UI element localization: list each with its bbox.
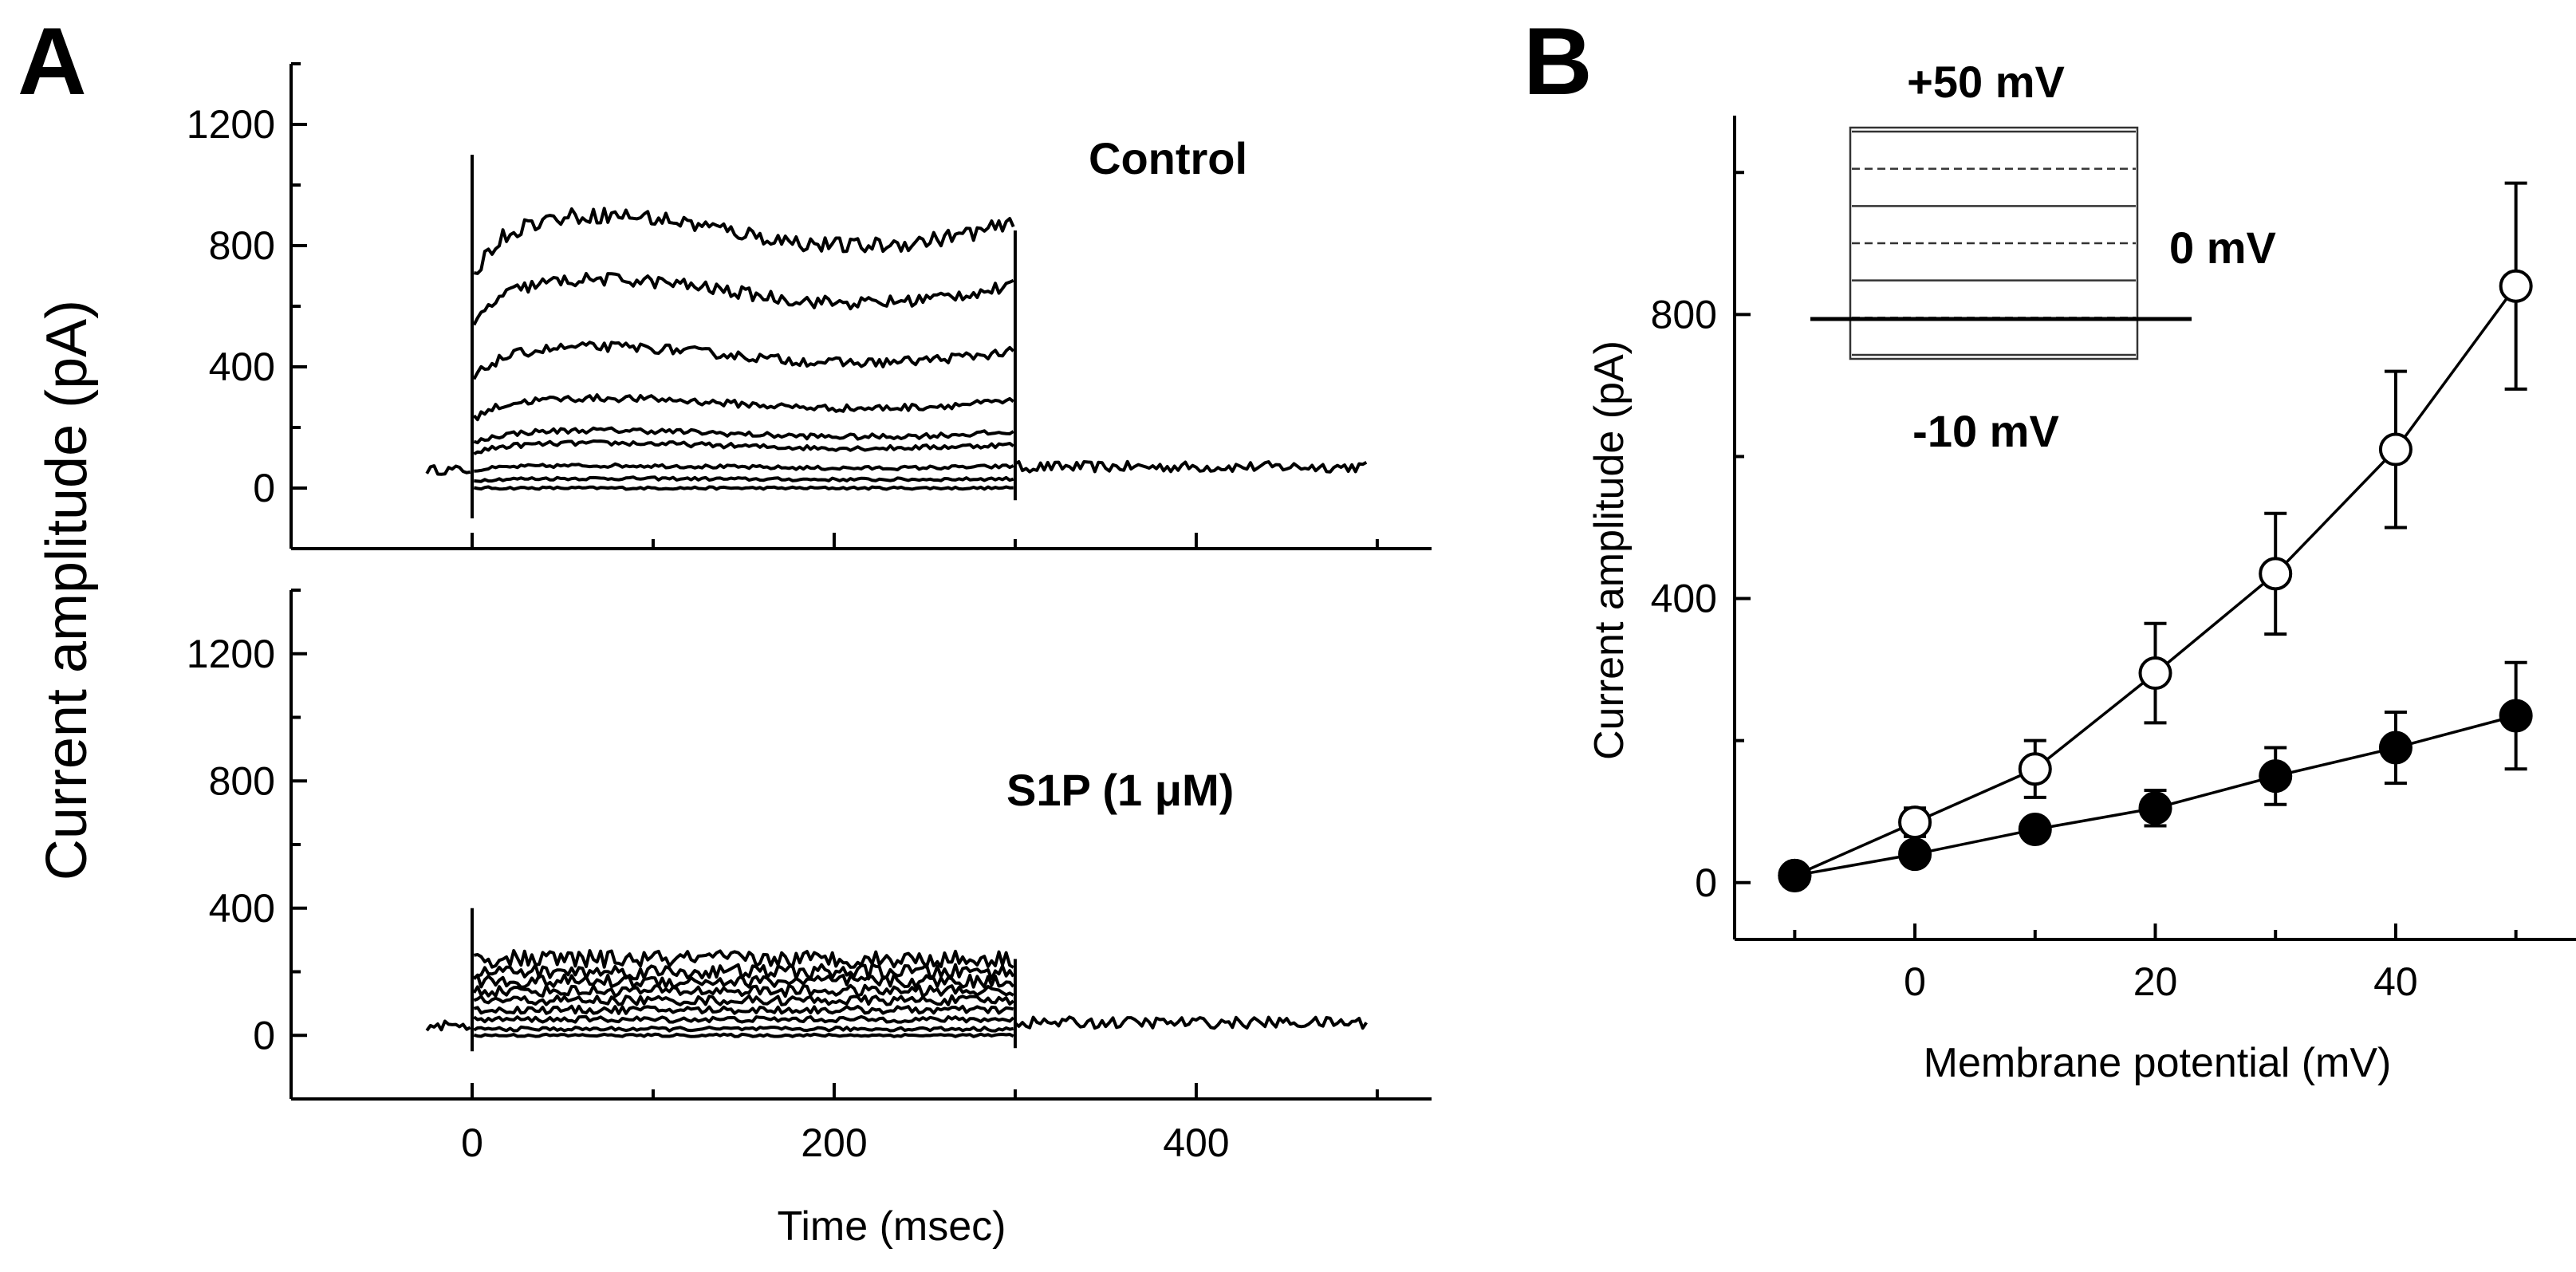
panel-a-x-tick-label: 0 (461, 1120, 483, 1165)
control-current-trace (474, 475, 1014, 483)
control-baseline-trace (425, 464, 471, 476)
panel-b-y-axis-title: Current amplitude (pA) (1586, 341, 1633, 760)
panel-a-s1p-label: S1P (1 μM) (1006, 765, 1234, 815)
control-current-trace (473, 207, 1015, 275)
panel-b-letter: B (1523, 8, 1593, 115)
control-current-trace (473, 426, 1014, 445)
s1p-data-point (2499, 699, 2533, 733)
s1p-y-tick-label: 0 (253, 1013, 275, 1057)
s1p-current-trace (473, 994, 1014, 1006)
inset-right-label: 0 mV (2169, 223, 2276, 273)
s1p-data-point (2138, 791, 2172, 825)
s1p-data-point (1898, 837, 1932, 872)
s1p-data-point (2378, 731, 2413, 765)
panel-a-s1p-plot: 0 400 800 1200 0 200 400 S1P (1 μM) (187, 589, 1432, 1165)
panel-a-control-label: Control (1089, 133, 1247, 183)
s1p-y-tick-label: 400 (209, 886, 275, 931)
s1p-current-trace (473, 963, 1015, 981)
panel-b-iv-plot: 0 400 800 0 20 40 (1651, 116, 2576, 1004)
voltage-protocol-inset: +50 mV 0 mV -10 mV (1810, 57, 2276, 456)
control-current-trace (473, 439, 1014, 455)
s1p-tail-trace (1014, 1015, 1368, 1030)
control-y-tick-label: 0 (253, 466, 275, 510)
panel-b-x-tick-label: 40 (2373, 959, 2418, 1004)
panel-a-y-axis-title: Current amplitude (pA) (35, 300, 99, 880)
s1p-y-tick-label: 1200 (187, 632, 275, 676)
panel-b-x-axis-title: Membrane potential (mV) (1924, 1040, 2392, 1086)
control-data-point (2138, 656, 2172, 691)
panel-a-x-axis-title: Time (msec) (778, 1203, 1006, 1250)
s1p-current-trace (472, 973, 1015, 989)
inset-bottom-label: -10 mV (1912, 406, 2059, 456)
s1p-data-point (2018, 812, 2052, 846)
control-y-tick-label: 800 (209, 223, 275, 268)
control-data-point (2259, 557, 2293, 591)
panel-a-x-tick-label: 400 (1163, 1120, 1229, 1165)
s1p-y-tick-label: 800 (209, 758, 275, 803)
control-data-point (2378, 432, 2413, 467)
control-series-line (1794, 285, 2518, 877)
s1p-current-trace (473, 1004, 1014, 1015)
panel-b-y-tick-label: 800 (1651, 292, 1717, 337)
control-current-trace (472, 341, 1015, 380)
control-y-tick-label: 400 (209, 345, 275, 389)
inset-frame (1849, 126, 2139, 360)
control-current-trace (472, 393, 1014, 422)
control-current-trace (473, 485, 1014, 491)
inset-top-label: +50 mV (1907, 57, 2065, 107)
control-data-point (1898, 805, 1932, 840)
panel-b-x-tick-label: 0 (1904, 959, 1926, 1004)
s1p-data-point (2259, 759, 2293, 794)
control-y-tick-label: 1200 (187, 102, 275, 147)
panel-b-x-tick-label: 20 (2133, 959, 2178, 1004)
s1p-current-trace (473, 1014, 1015, 1024)
panel-a-x-tick-label: 200 (801, 1120, 867, 1165)
s1p-current-trace (473, 1032, 1014, 1038)
control-current-trace (474, 462, 1014, 473)
panel-b-y-tick-label: 400 (1651, 577, 1717, 621)
s1p-current-trace (472, 983, 1014, 998)
control-current-trace (472, 272, 1014, 326)
s1p-current-trace (473, 949, 1014, 969)
s1p-data-point (1778, 858, 1812, 892)
s1p-current-trace (473, 1025, 1014, 1033)
panel-a-letter: A (18, 8, 87, 115)
panel-b-y-tick-label: 0 (1695, 860, 1717, 905)
control-data-point (2499, 269, 2533, 303)
control-data-point (2018, 752, 2052, 786)
s1p-baseline-trace (425, 1019, 471, 1032)
panel-a-control-plot: 0 400 800 1200 Control (187, 62, 1432, 550)
control-tail-trace (1014, 459, 1368, 474)
